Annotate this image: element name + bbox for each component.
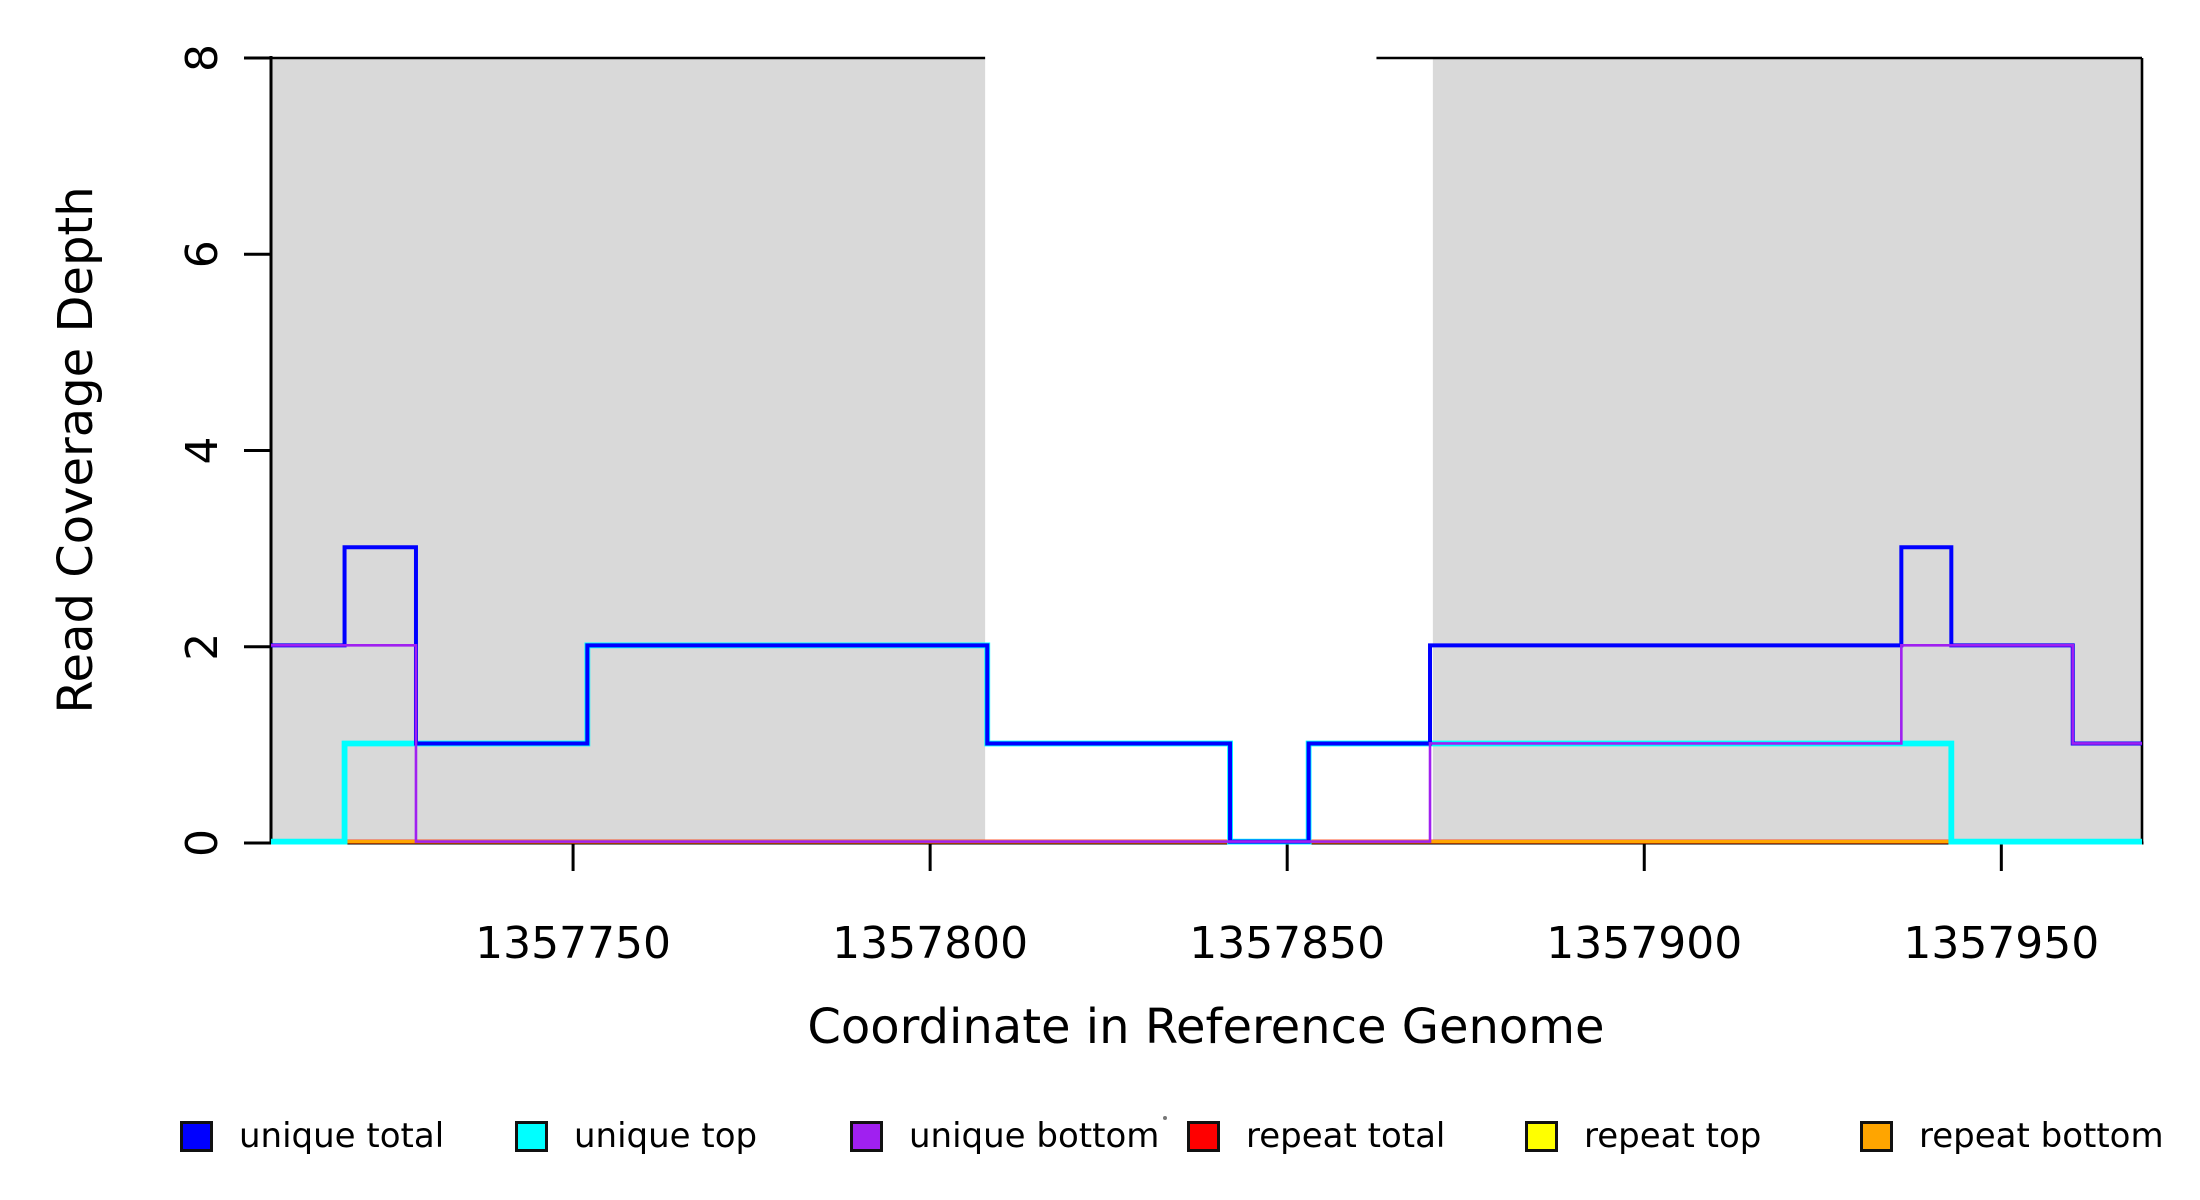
legend-label: unique top (574, 1116, 758, 1156)
legend-swatch-repeat-top (1525, 1120, 1558, 1152)
legend-swatch-unique-bottom (850, 1120, 883, 1152)
x-tick-label: 1357950 (1903, 918, 2099, 969)
y-tick-label: 4 (177, 437, 228, 465)
legend-item: repeat bottom (1860, 1116, 2164, 1156)
y-tick-label: 0 (177, 829, 228, 857)
x-tick-label: 1357750 (475, 918, 671, 969)
series-line-unique-bottom (271, 644, 2142, 843)
legend-label: unique bottom (909, 1116, 1160, 1156)
legend-label: repeat top (1584, 1116, 1762, 1156)
y-axis-title: Read Coverage Depth (48, 186, 104, 713)
stray-dot (1163, 1116, 1167, 1120)
legend-item: repeat total (1187, 1116, 1445, 1156)
legend-item: unique total (180, 1116, 444, 1156)
legend-swatch-repeat-bottom (1860, 1120, 1893, 1152)
x-axis-title: Coordinate in Reference Genome (807, 999, 1604, 1055)
legend-item: unique top (515, 1116, 757, 1156)
shaded-region (1432, 58, 2142, 843)
legend-label: unique total (239, 1116, 445, 1156)
legend-label: repeat bottom (1919, 1116, 2164, 1156)
series-lines-group (271, 545, 2142, 845)
legend-swatch-unique-top (515, 1120, 548, 1152)
y-tick-label: 2 (177, 633, 228, 661)
legend-item: unique bottom (850, 1116, 1159, 1156)
x-tick-label: 1357800 (832, 918, 1028, 969)
legend-item: repeat top (1525, 1116, 1761, 1156)
legend: unique total unique top unique bottom repea… (0, 0, 2200, 1156)
legend-swatch-unique-total (180, 1120, 213, 1152)
y-tick-label: 6 (177, 240, 228, 268)
legend-swatch-repeat-total (1187, 1120, 1220, 1152)
legend-label: repeat total (1246, 1116, 1446, 1156)
y-tick-label: 8 (177, 44, 228, 72)
shaded-regions-group (271, 56, 2144, 843)
x-tick-label: 1357900 (1546, 918, 1742, 969)
shaded-region (271, 58, 986, 843)
x-tick-label: 1357850 (1189, 918, 1385, 969)
